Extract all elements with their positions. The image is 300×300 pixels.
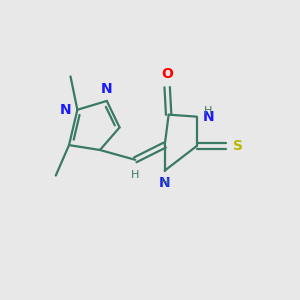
Text: N: N (60, 103, 71, 117)
Text: H: H (204, 106, 212, 116)
Text: O: O (161, 67, 173, 81)
Text: N: N (101, 82, 112, 96)
Text: H: H (131, 169, 140, 179)
Text: H: H (160, 178, 169, 188)
Text: N: N (202, 110, 214, 124)
Text: S: S (233, 139, 243, 153)
Text: N: N (159, 176, 170, 190)
